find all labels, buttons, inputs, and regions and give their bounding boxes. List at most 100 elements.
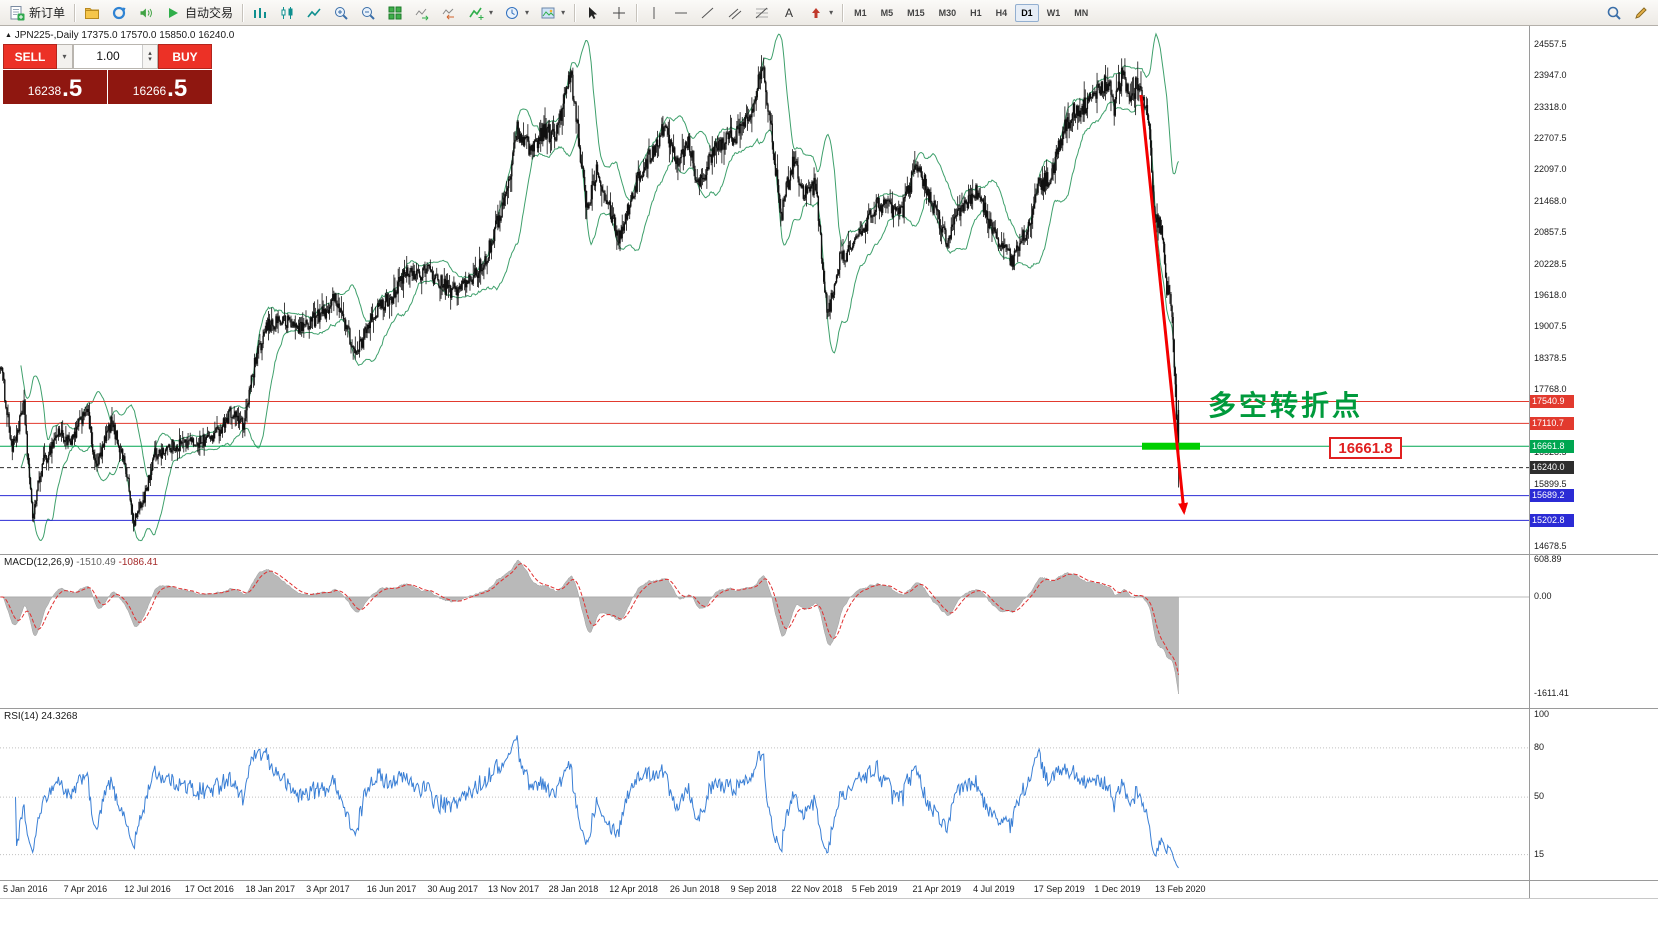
templates-button[interactable]: ▾ [535, 2, 570, 24]
top-toolbar: 新订单 自动交易 ▾ ▾ ▾ A ▾ M1 M5 M15 M30 H1 H4 D1 W1 MN [0, 0, 1658, 26]
volume-spinner[interactable]: ▴ ▾ [142, 45, 157, 68]
level-price-label[interactable]: 16661.8 [1530, 439, 1574, 453]
horizontal-line-tool[interactable] [668, 2, 694, 24]
profiles-icon [85, 7, 100, 19]
timeframe-d1-button[interactable]: D1 [1015, 3, 1039, 22]
cursor-icon [589, 6, 598, 19]
auto-scroll-button[interactable] [409, 2, 435, 24]
axis-bottom-border [0, 898, 1658, 899]
candlestick-icon [281, 6, 293, 19]
price-tick-label: 22097.0 [1534, 164, 1567, 175]
date-label: 3 Apr 2017 [306, 884, 350, 894]
sell-price-fraction: .5 [62, 75, 83, 102]
price-scale[interactable]: 24557.5 23947.0 23318.0 22707.5 22097.0 21468… [1530, 26, 1658, 898]
cursor-tool-button[interactable] [579, 2, 605, 24]
level-price-label[interactable]: 15202.8 [1530, 513, 1574, 527]
panel-separator[interactable] [0, 554, 1658, 555]
auto-trading-button[interactable]: 自动交易 [160, 2, 238, 24]
text-tool[interactable]: A [776, 2, 802, 24]
search-button[interactable] [1601, 2, 1627, 24]
time-axis[interactable]: 5 Jan 2016 7 Apr 2016 12 Jul 2016 17 Oct 20… [0, 881, 1529, 898]
line-chart-icon [307, 7, 321, 17]
trendline-tool[interactable] [695, 2, 721, 24]
timeframe-m1-button[interactable]: M1 [848, 4, 873, 22]
level-price-label[interactable]: 17110.7 [1530, 416, 1574, 430]
rsi-indicator-label: RSI(14) 24.3268 [4, 711, 77, 722]
vertical-line-icon [653, 6, 655, 19]
level-price-label[interactable]: 17540.9 [1530, 395, 1574, 409]
arrows-tool[interactable]: ▾ [803, 2, 838, 24]
indicators-button[interactable]: ▾ [463, 2, 498, 24]
spinner-up-icon[interactable]: ▴ [148, 49, 152, 57]
periods-button[interactable]: ▾ [499, 2, 534, 24]
sound-alert-button[interactable] [133, 2, 159, 24]
edit-button[interactable] [1628, 2, 1654, 24]
vertical-line-tool[interactable] [641, 2, 667, 24]
crosshair-tool-button[interactable] [606, 2, 632, 24]
profiles-button[interactable] [79, 2, 105, 24]
chevron-down-icon: ▾ [525, 8, 530, 17]
price-chart[interactable] [0, 26, 1529, 554]
price-tick-label: 19618.0 [1534, 290, 1567, 300]
bar-chart-mode-button[interactable] [247, 2, 273, 24]
date-label: 9 Sep 2018 [730, 884, 777, 894]
highlight-segment[interactable] [1142, 442, 1200, 450]
one-click-trading-panel: SELL ▾ 1.00 ▴ ▾ BUY 16238 .5 16266 .5 [3, 44, 212, 104]
date-label: 16 Jun 2017 [366, 884, 417, 894]
volume-value[interactable]: 1.00 [96, 49, 120, 63]
spinner-down-icon[interactable]: ▾ [148, 55, 152, 63]
zoom-out-button[interactable] [355, 2, 381, 24]
price-tick-label: 22707.5 [1534, 133, 1567, 143]
timeframe-h4-button[interactable]: H4 [990, 4, 1014, 22]
timeframe-w1-button[interactable]: W1 [1041, 4, 1067, 22]
channel-tool[interactable] [722, 2, 748, 24]
speaker-icon [140, 8, 153, 17]
sell-button[interactable]: SELL [3, 44, 57, 69]
date-label: 12 Jul 2016 [124, 884, 171, 894]
sell-price-main: 16238 [27, 84, 62, 98]
line-chart-mode-button[interactable] [301, 2, 327, 24]
band-lower-line [20, 101, 1179, 542]
new-order-button[interactable]: 新订单 [4, 2, 70, 24]
level-price-label[interactable]: 15689.2 [1530, 489, 1574, 503]
price-tick-label: 14678.5 [1534, 541, 1567, 551]
date-label: 17 Oct 2016 [184, 884, 234, 894]
candlestick-mode-button[interactable] [274, 2, 300, 24]
trend-arrow[interactable] [1139, 94, 1189, 515]
price-tick-label: 24557.5 [1534, 39, 1567, 49]
panel-separator[interactable] [0, 880, 1658, 881]
volume-field[interactable]: 1.00 ▴ ▾ [73, 44, 158, 69]
auto-trading-label: 自动交易 [185, 6, 234, 20]
timeframe-m15-button[interactable]: M15 [901, 4, 931, 22]
date-label: 17 Sep 2019 [1033, 884, 1085, 894]
sell-price-display[interactable]: 16238 .5 [3, 70, 107, 104]
refresh-button[interactable] [106, 2, 132, 24]
fibonacci-tool[interactable] [749, 2, 775, 24]
chart-shift-button[interactable] [436, 2, 462, 24]
current-price-price-label[interactable]: 16240.0 [1530, 461, 1574, 475]
arrow-shape-icon [812, 7, 821, 18]
panel-separator[interactable] [0, 708, 1658, 709]
rsi-name: RSI(14) [4, 711, 39, 722]
chevron-down-icon: ▾ [62, 52, 67, 61]
buy-price-display[interactable]: 16266 .5 [108, 70, 212, 104]
macd-panel[interactable] [0, 555, 1529, 708]
toolbar-separator [242, 3, 244, 22]
timeframe-mn-button[interactable]: MN [1068, 4, 1094, 22]
tile-windows-button[interactable] [382, 2, 408, 24]
zoom-out-icon [362, 6, 375, 20]
indicators-icon [469, 7, 484, 20]
rsi-panel[interactable] [0, 709, 1529, 880]
buy-button[interactable]: BUY [158, 44, 212, 69]
timeframe-m5-button[interactable]: M5 [875, 4, 900, 22]
svg-text:A: A [785, 6, 793, 20]
date-label: 22 Nov 2018 [791, 884, 843, 894]
rsi-scale-label: 15 [1534, 848, 1545, 859]
chart-shift-icon [442, 8, 455, 20]
timeframe-m30-button[interactable]: M30 [933, 4, 963, 22]
sell-options-caret[interactable]: ▾ [57, 44, 73, 69]
timeframe-h1-button[interactable]: H1 [964, 4, 988, 22]
zoom-in-button[interactable] [328, 2, 354, 24]
date-label: 28 Jan 2018 [548, 884, 599, 894]
auto-trading-icon [169, 7, 179, 18]
